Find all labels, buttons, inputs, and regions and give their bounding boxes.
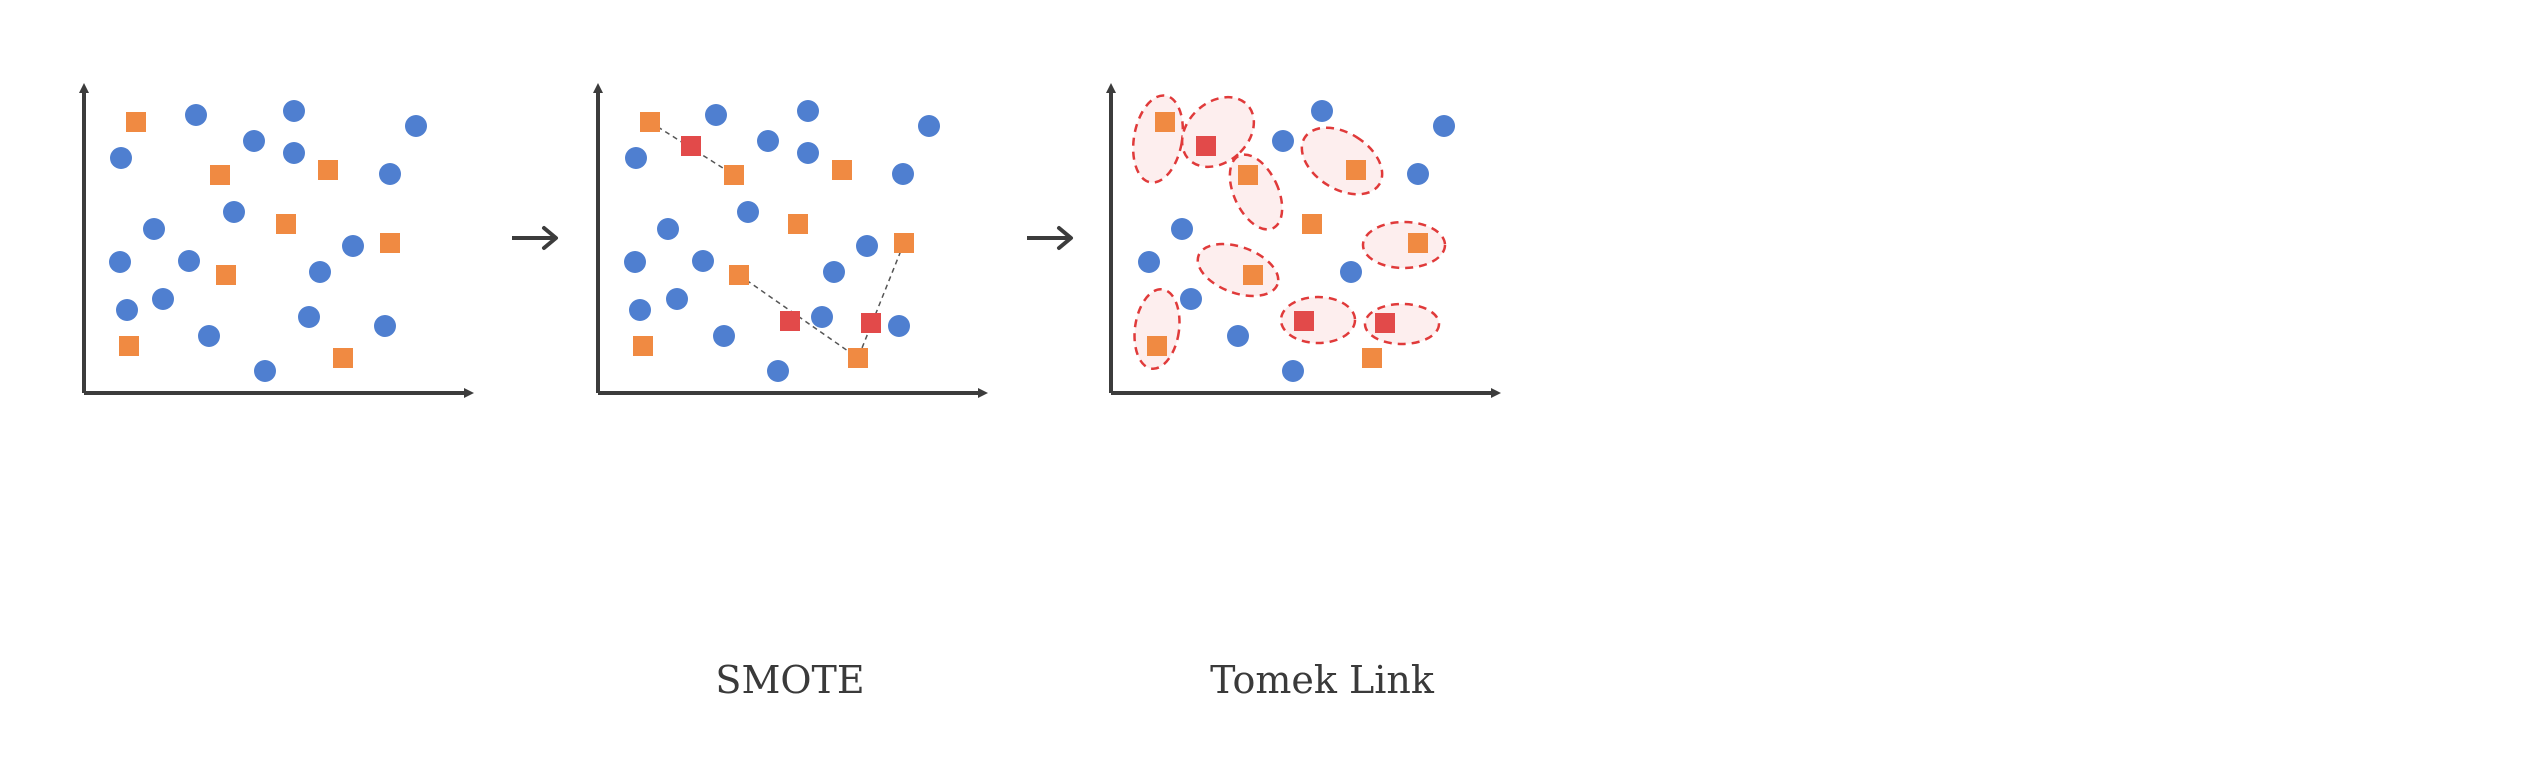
minority-class-point xyxy=(276,214,296,234)
majority-class-point xyxy=(767,360,789,382)
minority-class-point xyxy=(380,233,400,253)
majority-class-point xyxy=(143,218,165,240)
minority-class-point xyxy=(640,112,660,132)
tomek-link-ellipse xyxy=(1196,242,1280,298)
majority-class-point xyxy=(110,147,132,169)
majority-class-point xyxy=(1340,261,1362,283)
majority-class-point xyxy=(1138,251,1160,273)
majority-class-point xyxy=(629,299,651,321)
minority-class-point xyxy=(848,348,868,368)
majority-class-point xyxy=(797,142,819,164)
majority-class-point xyxy=(1180,288,1202,310)
majority-class-point xyxy=(379,163,401,185)
majority-class-point xyxy=(342,235,364,257)
minority-class-point xyxy=(1147,336,1167,356)
majority-class-point xyxy=(1227,325,1249,347)
majority-class-point xyxy=(254,360,276,382)
process-arrow-head xyxy=(1057,226,1073,250)
process-arrow-head xyxy=(542,226,558,250)
majority-class-point xyxy=(298,306,320,328)
synthetic-sample-point xyxy=(780,311,800,331)
minority-class-point xyxy=(333,348,353,368)
majority-class-point xyxy=(625,147,647,169)
minority-class-point xyxy=(788,214,808,234)
minority-class-point xyxy=(1238,165,1258,185)
majority-class-point xyxy=(223,201,245,223)
points-layer xyxy=(109,100,1455,382)
majority-class-point xyxy=(152,288,174,310)
synthetic-sample-point xyxy=(861,313,881,333)
minority-class-point xyxy=(1346,160,1366,180)
synthetic-sample-point xyxy=(1196,136,1216,156)
synthetic-sample-point xyxy=(1375,313,1395,333)
majority-class-point xyxy=(309,261,331,283)
majority-class-point xyxy=(811,306,833,328)
majority-class-point xyxy=(797,100,819,122)
majority-class-point xyxy=(374,315,396,337)
minority-class-point xyxy=(210,165,230,185)
minority-class-point xyxy=(318,160,338,180)
majority-class-point xyxy=(888,315,910,337)
majority-class-point xyxy=(692,250,714,272)
majority-class-point xyxy=(737,201,759,223)
majority-class-point xyxy=(243,130,265,152)
tomek-link-ellipse xyxy=(1361,220,1447,270)
majority-class-point xyxy=(713,325,735,347)
smote-caption: SMOTE xyxy=(715,658,865,702)
majority-class-point xyxy=(823,261,845,283)
tomek-link-ellipse xyxy=(1279,295,1357,345)
majority-class-point xyxy=(892,163,914,185)
minority-class-point xyxy=(119,336,139,356)
majority-class-point xyxy=(1171,218,1193,240)
majority-class-point xyxy=(1282,360,1304,382)
minority-class-point xyxy=(126,112,146,132)
majority-class-point xyxy=(856,235,878,257)
minority-class-point xyxy=(1408,233,1428,253)
majority-class-point xyxy=(1433,115,1455,137)
tomek-link-caption: Tomek Link xyxy=(1210,658,1434,702)
synthetic-sample-point xyxy=(1294,311,1314,331)
minority-class-point xyxy=(633,336,653,356)
majority-class-point xyxy=(405,115,427,137)
tomek-link-ellipse xyxy=(1300,126,1384,196)
majority-class-point xyxy=(116,299,138,321)
minority-class-point xyxy=(1243,265,1263,285)
majority-class-point xyxy=(1407,163,1429,185)
minority-class-point xyxy=(216,265,236,285)
majority-class-point xyxy=(109,251,131,273)
majority-class-point xyxy=(657,218,679,240)
majority-class-point xyxy=(757,130,779,152)
axes-layer xyxy=(79,83,1501,398)
synthetic-sample-point xyxy=(681,136,701,156)
majority-class-point xyxy=(283,142,305,164)
majority-class-point xyxy=(198,325,220,347)
smote-interpolation-link xyxy=(857,242,905,359)
minority-class-point xyxy=(1362,348,1382,368)
minority-class-point xyxy=(894,233,914,253)
minority-class-point xyxy=(1155,112,1175,132)
minority-class-point xyxy=(724,165,744,185)
tomek-link-ellipse xyxy=(1133,288,1181,370)
tomek-link-ellipse xyxy=(1131,94,1185,184)
majority-class-point xyxy=(1311,100,1333,122)
majority-class-point xyxy=(283,100,305,122)
minority-class-point xyxy=(1302,214,1322,234)
majority-class-point xyxy=(624,251,646,273)
minority-class-point xyxy=(729,265,749,285)
majority-class-point xyxy=(705,104,727,126)
majority-class-point xyxy=(666,288,688,310)
majority-class-point xyxy=(178,250,200,272)
arrows-layer xyxy=(512,226,1073,250)
minority-class-point xyxy=(832,160,852,180)
majority-class-point xyxy=(1272,130,1294,152)
majority-class-point xyxy=(918,115,940,137)
majority-class-point xyxy=(185,104,207,126)
